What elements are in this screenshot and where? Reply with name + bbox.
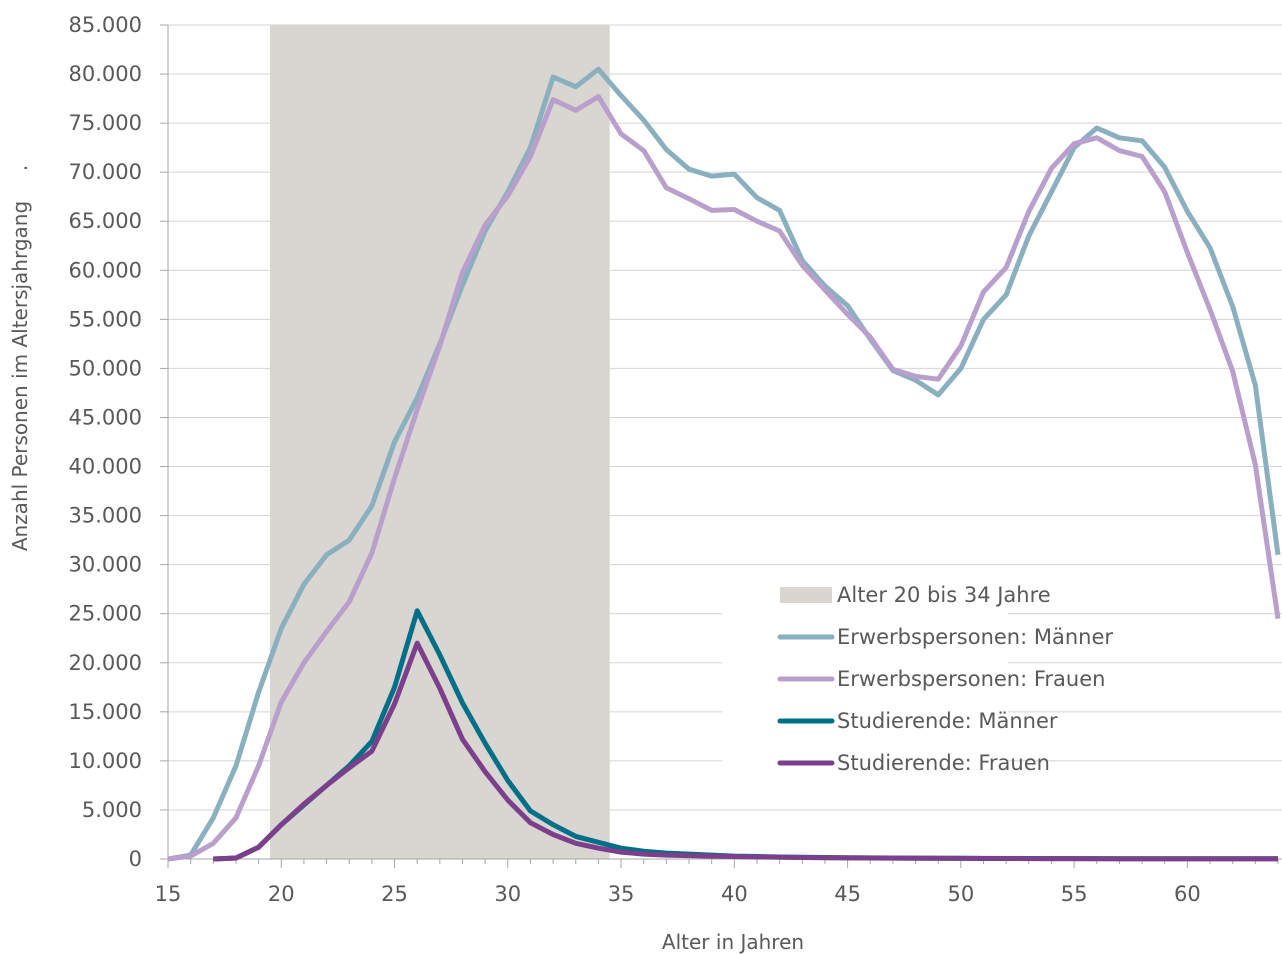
- y-tick-label: 45.000: [69, 405, 142, 429]
- y-tick-label: 25.000: [69, 602, 142, 626]
- axes: 0 5.000 10.000 15.000 20.000 25.000 30.000 35.0…: [69, 13, 1282, 906]
- x-tick-label: 30: [494, 882, 521, 906]
- legend-label: Erwerbspersonen: Männer: [837, 625, 1113, 649]
- x-tick-label: 55: [1061, 882, 1088, 906]
- legend-label: Erwerbspersonen: Frauen: [837, 667, 1105, 691]
- y-tick-label: 60.000: [69, 258, 142, 282]
- y-tick-label: 55.000: [69, 307, 142, 331]
- highlight-band: [269, 25, 610, 859]
- legend: Alter 20 bis 34 Jahre Erwerbspersonen: Mä…: [722, 572, 1113, 784]
- legend-label: Studierende: Frauen: [837, 751, 1050, 775]
- y-tick-label: 15.000: [69, 700, 142, 724]
- x-axis-title: Alter in Jahren: [662, 930, 804, 954]
- series-line-2: [167, 94, 1281, 862]
- legend-background: [722, 572, 1008, 784]
- highlight-band-layer: [269, 25, 610, 859]
- y-tick-label: 75.000: [69, 111, 142, 135]
- y-axis-title-suffix: .: [8, 165, 32, 171]
- x-tick-label: 60: [1174, 882, 1201, 906]
- x-tick-label: 50: [947, 882, 974, 906]
- legend-label: Alter 20 bis 34 Jahre: [837, 583, 1051, 607]
- series-layer: [167, 66, 1281, 862]
- y-tick-label: 0: [129, 847, 142, 871]
- y-tick-label: 80.000: [69, 62, 142, 86]
- x-tick-label: 40: [721, 882, 748, 906]
- series-line-4: [213, 640, 1278, 862]
- y-tick-label: 65.000: [69, 209, 142, 233]
- series-line-1: [167, 66, 1281, 862]
- y-tick-label: 5.000: [82, 798, 142, 822]
- x-tick-label: 15: [155, 882, 182, 906]
- legend-label: Studierende: Männer: [837, 709, 1058, 733]
- x-tick-label: 20: [268, 882, 295, 906]
- x-tick-label: 25: [381, 882, 408, 906]
- y-tick-label: 30.000: [69, 553, 142, 577]
- x-tick-label: 35: [608, 882, 635, 906]
- y-tick-label: 35.000: [69, 504, 142, 528]
- y-axis-title: Anzahl Personen im Altersjahrgang: [8, 201, 32, 551]
- x-tick-label: 45: [834, 882, 861, 906]
- legend-swatch-band: [780, 587, 832, 603]
- y-tick-label: 40.000: [69, 455, 142, 479]
- y-tick-label: 10.000: [69, 749, 142, 773]
- y-tick-label: 50.000: [69, 356, 142, 380]
- y-tick-label: 20.000: [69, 651, 142, 675]
- y-tick-label: 85.000: [69, 13, 142, 37]
- y-tick-label: 70.000: [69, 160, 142, 184]
